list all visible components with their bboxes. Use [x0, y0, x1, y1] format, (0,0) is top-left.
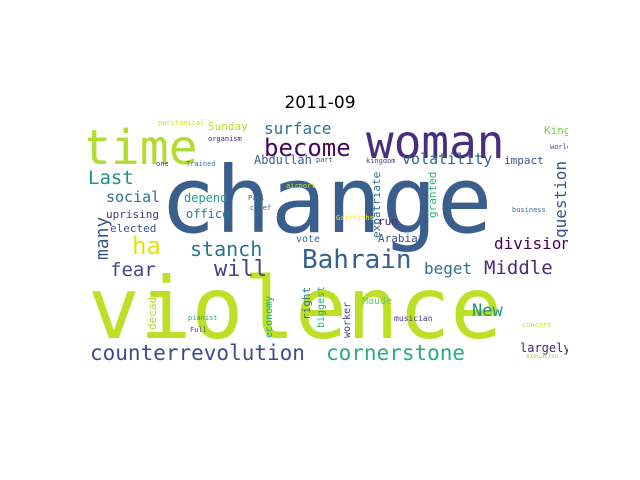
cloud-word-become: become: [264, 134, 351, 162]
cloud-word-full: Full: [190, 326, 207, 334]
cloud-word-worker: worker: [342, 302, 353, 338]
cloud-word-part: part: [316, 156, 333, 164]
cloud-word-counterrevolution: counterrevolution: [90, 341, 305, 365]
cloud-word-granted: granted: [426, 172, 439, 218]
cloud-word-violence: violence: [88, 259, 502, 359]
cloud-word-puritanical: puritanical: [158, 119, 204, 127]
cloud-word-decade: decade: [146, 290, 159, 330]
cloud-word-will: will: [214, 257, 267, 282]
cloud-word-bahrain: Bahrain: [302, 245, 412, 275]
cloud-word-division: division: [494, 234, 568, 253]
cloud-word-volatility: volatility: [402, 150, 492, 168]
cloud-word-paul: Paul: [248, 194, 265, 202]
cloud-word-fear: fear: [110, 259, 156, 281]
cloud-word-many: many: [92, 216, 113, 260]
cloud-word-question: question: [551, 161, 568, 238]
cloud-word-right: right: [300, 287, 313, 320]
cloud-word-cornerstone: cornerstone: [326, 341, 465, 365]
cloud-word-airport: airport: [286, 182, 316, 190]
cloud-word-kingdom: kingdom: [366, 157, 396, 165]
cloud-word-run: run: [378, 215, 398, 228]
cloud-word-execution: execution: [526, 353, 559, 360]
cloud-word-biggest: biggest: [316, 286, 327, 328]
cloud-word-chief: chief: [250, 204, 271, 212]
cloud-word-social: social: [106, 188, 160, 206]
cloud-word-surface: surface: [264, 119, 331, 138]
cloud-word-economy: economy: [264, 296, 275, 338]
cloud-word-griffiths: Griffiths: [336, 214, 374, 222]
cloud-word-king: King: [544, 124, 568, 137]
cloud-word-maude: Maude: [362, 296, 392, 307]
cloud-word-stanch: stanch: [190, 237, 262, 261]
cloud-word-concert: concert: [522, 321, 552, 329]
cloud-word-vote: vote: [296, 234, 320, 245]
cloud-word-middle: Middle: [484, 257, 553, 279]
cloud-word-impact: impact: [504, 154, 544, 167]
cloud-word-musician: musician: [394, 314, 433, 323]
cloud-word-ha: ha: [132, 232, 161, 260]
figure-title: 2011-09: [284, 93, 356, 113]
cloud-word-expatriate: expatriate: [370, 172, 383, 238]
cloud-word-sunday: Sunday: [208, 120, 248, 133]
cloud-word-depend: depend: [184, 191, 227, 205]
cloud-word-uprising: uprising: [106, 208, 159, 221]
cloud-word-business: business: [512, 206, 546, 214]
word-cloud: change violence woman time become surface Bahr…: [88, 114, 568, 374]
cloud-word-last: Last: [88, 167, 134, 189]
cloud-word-one: one: [156, 160, 169, 168]
cloud-word-time: time: [88, 120, 198, 176]
cloud-word-largely: largely: [520, 341, 568, 355]
cloud-word-world: world: [550, 143, 568, 151]
cloud-word-organism: organism: [208, 135, 242, 143]
cloud-word-pianist: pianist: [188, 314, 218, 322]
cloud-word-abdullah: Abdullah: [254, 153, 312, 167]
cloud-word-beget: beget: [424, 259, 472, 278]
cloud-word-arabia: Arabia: [378, 232, 418, 245]
cloud-word-change: change: [160, 147, 492, 254]
cloud-word-elected: elected: [110, 222, 156, 235]
cloud-word-trained: Trained: [186, 160, 216, 168]
cloud-word-new: New: [472, 301, 503, 321]
cloud-word-woman: woman: [366, 115, 504, 169]
cloud-word-office: office: [186, 207, 229, 221]
